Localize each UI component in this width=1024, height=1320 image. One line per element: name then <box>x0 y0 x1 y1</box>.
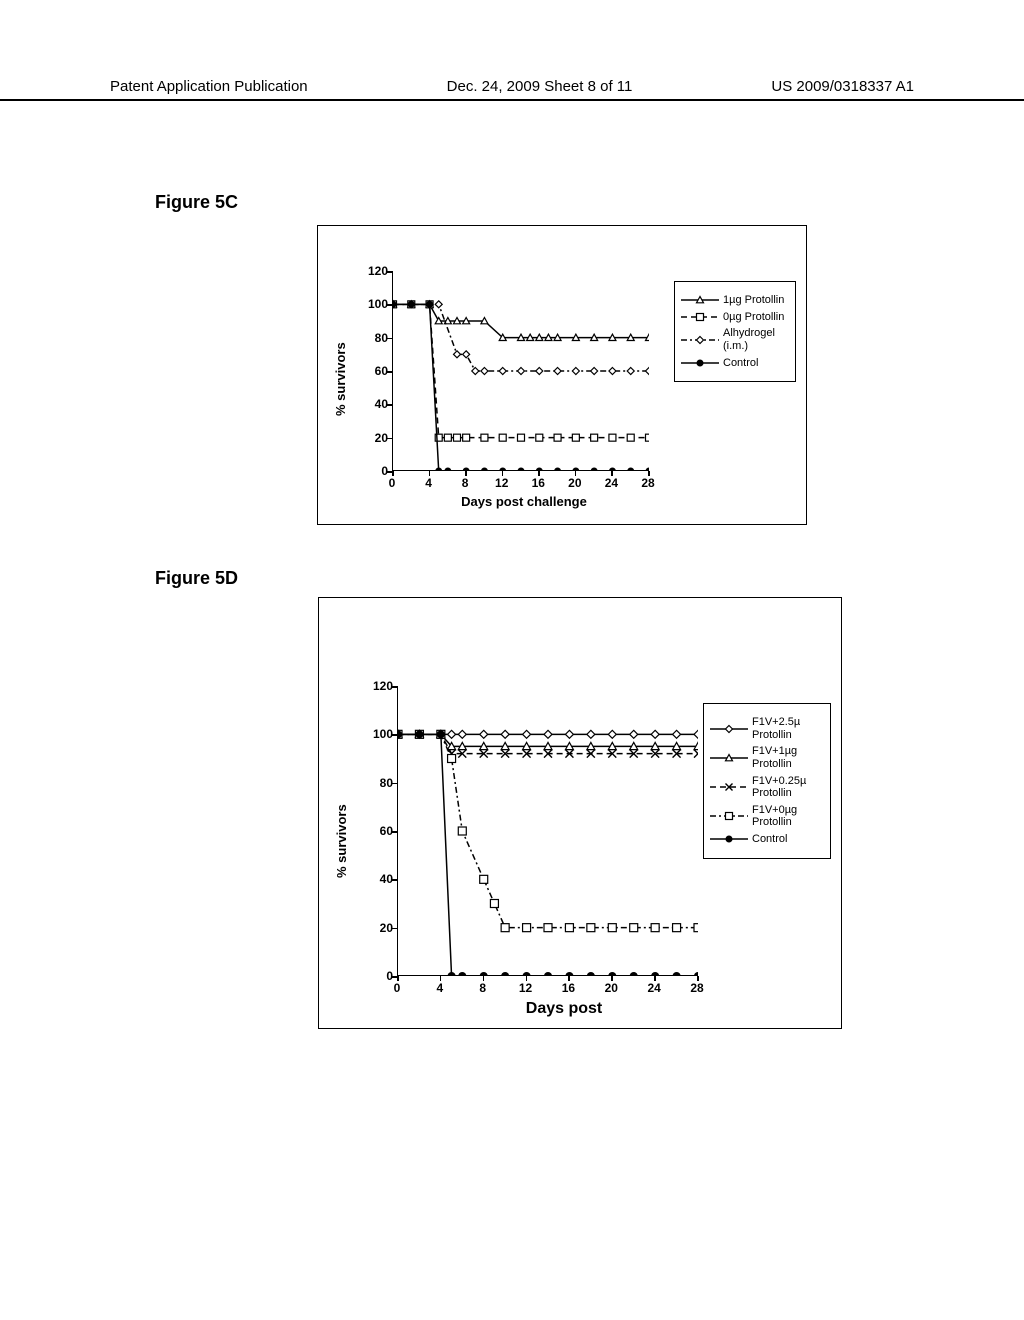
legend-item: 0µg Protollin <box>681 311 789 324</box>
header-left: Patent Application Publication <box>110 78 308 95</box>
fig5d-y-title: % survivors <box>334 804 349 878</box>
fig5d-plot-area <box>397 686 697 976</box>
header-center: Dec. 24, 2009 Sheet 8 of 11 <box>447 78 633 95</box>
fig5c-legend: 1µg Protollin 0µg Protollin Alhydrogel (… <box>674 281 796 382</box>
legend-item: Alhydrogel (i.m.) <box>681 327 789 352</box>
fig5c-y-title: % survivors <box>333 342 348 416</box>
fig5c-x-title: Days post challenge <box>404 494 644 509</box>
fig5d-svg <box>398 686 698 976</box>
legend-item: F1V+0µg Protollin <box>710 804 824 829</box>
figure-5c-container: % survivors Days post challenge 1µg Prot… <box>317 225 807 525</box>
patent-header: Patent Application Publication Dec. 24, … <box>0 78 1024 101</box>
legend-item: Control <box>681 357 789 370</box>
fig5d-legend: F1V+2.5µ Protollin F1V+1µg Protollin F1V… <box>703 703 831 859</box>
header-right: US 2009/0318337 A1 <box>771 78 914 95</box>
legend-item: 1µg Protollin <box>681 294 789 307</box>
figure-5d-container: % survivors Days post F1V+2.5µ Protollin… <box>318 597 842 1029</box>
fig5c-plot-area <box>392 271 648 471</box>
legend-item: Control <box>710 833 824 846</box>
fig5d-x-title: Days post <box>419 1000 709 1018</box>
figure-5d-label: Figure 5D <box>155 568 238 589</box>
fig5c-svg <box>393 271 649 471</box>
legend-item: F1V+1µg Protollin <box>710 745 824 770</box>
legend-item: F1V+0.25µ Protollin <box>710 775 824 800</box>
legend-item: F1V+2.5µ Protollin <box>710 716 824 741</box>
figure-5c-label: Figure 5C <box>155 192 238 213</box>
